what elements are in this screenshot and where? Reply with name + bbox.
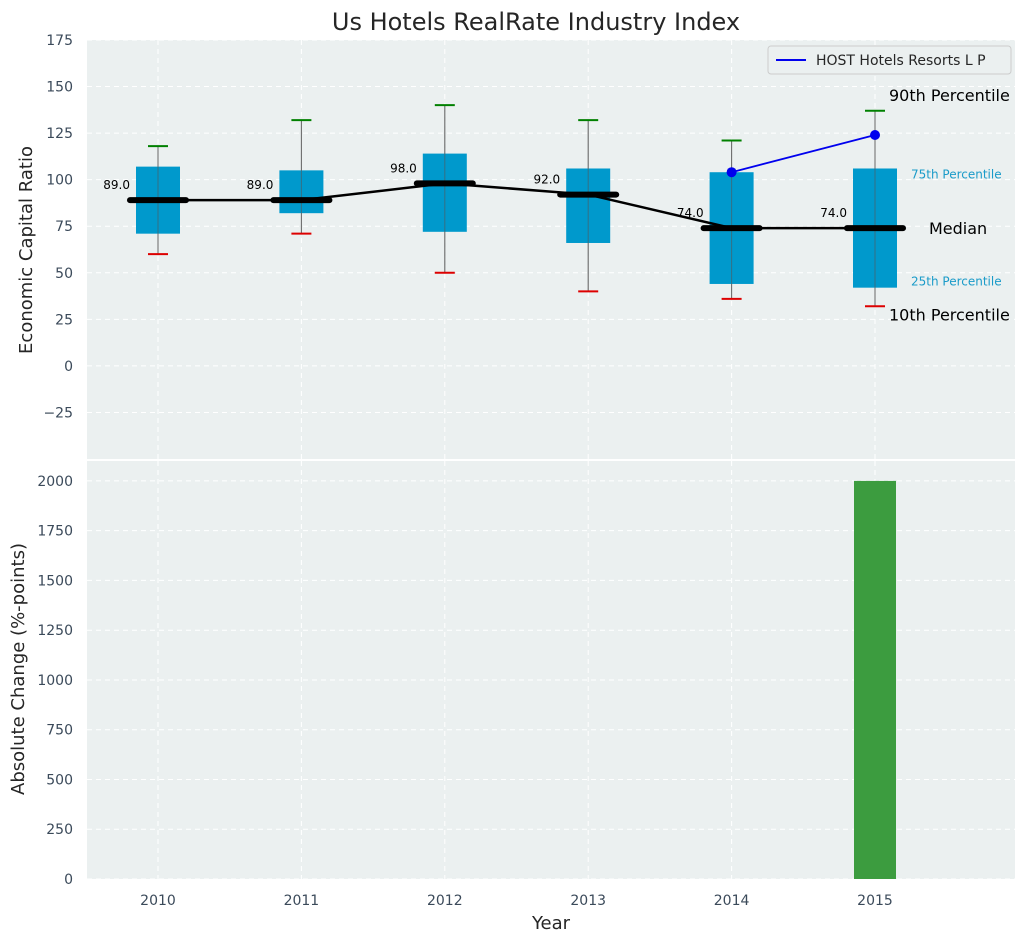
median-data-label: 89.0 [103, 178, 130, 192]
y-tick-label-top: 75 [55, 219, 73, 235]
legend-label-host: HOST Hotels Resorts L P [816, 53, 986, 69]
y-tick-label-bottom: 2000 [37, 474, 73, 490]
host-point-2014 [726, 167, 737, 178]
median-data-label: 74.0 [677, 206, 704, 220]
top-panel: −25 0 25 50 75 100 125 150 175 89.0 89.0 98.0 92.0 74… [43, 33, 1015, 459]
annotation-median: Median [929, 219, 987, 238]
x-tick-label: 2010 [140, 893, 176, 909]
y-tick-label-bottom: 0 [64, 872, 73, 888]
y-tick-label-bottom: 750 [46, 723, 73, 739]
annotation-p75: 75th Percentile [911, 167, 1002, 181]
y-tick-label-bottom: 500 [46, 772, 73, 788]
chart-title: Us Hotels RealRate Industry Index [332, 8, 740, 36]
y-tick-label-bottom: 1750 [37, 524, 73, 540]
y-tick-label-bottom: 1250 [37, 623, 73, 639]
y-tick-label-top: 175 [46, 33, 73, 49]
change-bar-2015 [854, 480, 896, 879]
y-tick-label-top: −25 [43, 405, 73, 421]
y-tick-label-bottom: 1500 [37, 573, 73, 589]
x-tick-label: 2014 [714, 893, 750, 909]
y-tick-label-top: 50 [55, 266, 73, 282]
y-tick-label-bottom: 250 [46, 822, 73, 838]
median-data-label: 89.0 [247, 178, 274, 192]
annotation-p90: 90th Percentile [889, 86, 1010, 105]
median-data-label: 92.0 [533, 173, 560, 187]
y-tick-label-top: 25 [55, 312, 73, 328]
legend-box [767, 45, 1012, 75]
y-tick-label-top: 100 [46, 173, 73, 189]
y-axis-label-bottom: Absolute Change (%-points) [8, 543, 29, 795]
y-tick-label-top: 0 [64, 359, 73, 375]
x-tick-label: 2015 [857, 893, 893, 909]
x-axis-label: Year [531, 913, 571, 934]
legend: HOST Hotels Resorts L P [767, 45, 1012, 75]
y-tick-label-top: 150 [46, 80, 73, 96]
x-tick-label: 2013 [570, 893, 606, 909]
annotation-p10: 10th Percentile [889, 305, 1010, 324]
annotation-p25: 25th Percentile [911, 275, 1002, 289]
y-tick-label-bottom: 1000 [37, 673, 73, 689]
host-series-line [731, 134, 876, 174]
host-point-2015 [870, 129, 880, 140]
median-data-label: 98.0 [390, 161, 417, 175]
bottom-panel: 0 250 500 750 1000 1250 1500 1750 2000 2010 2011 20… [37, 459, 1015, 909]
x-tick-label: 2012 [427, 893, 463, 909]
y-tick-label-top: 125 [46, 126, 73, 142]
x-tick-label: 2011 [284, 893, 320, 909]
y-axis-label-top: Economic Capital Ratio [16, 146, 37, 354]
median-data-label: 74.0 [820, 206, 847, 220]
